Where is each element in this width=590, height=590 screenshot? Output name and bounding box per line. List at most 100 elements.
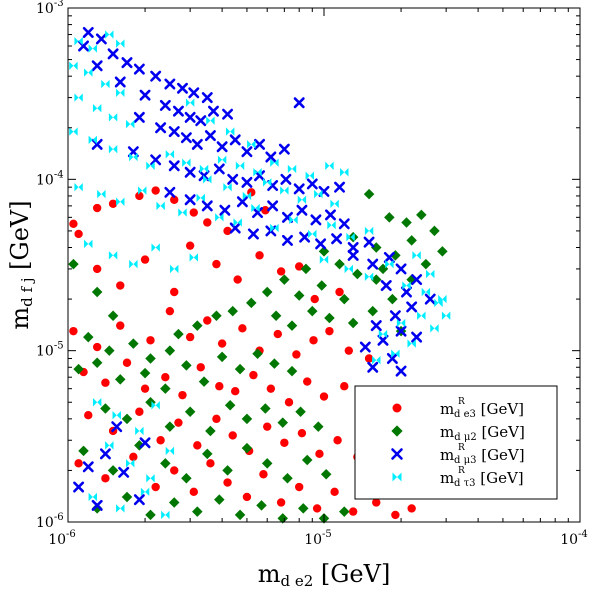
point-circle [348, 507, 358, 516]
point-x [324, 209, 336, 221]
x-axis-label: md e2 [GeV] [258, 560, 391, 590]
point-x [299, 231, 311, 243]
point-bowtie [135, 426, 144, 436]
point-x [139, 437, 151, 449]
point-circle [233, 275, 242, 284]
point-x [267, 200, 279, 212]
point-bowtie [116, 197, 125, 206]
point-circle [325, 326, 334, 336]
point-x [155, 122, 167, 134]
point-x [133, 494, 145, 506]
point-circle [135, 407, 144, 416]
point-bowtie [116, 88, 125, 97]
point-diamond [352, 268, 363, 280]
point-circle [84, 411, 93, 420]
point-circle [223, 478, 232, 487]
point-bowtie [438, 294, 447, 304]
point-x [400, 286, 412, 298]
point-diamond [293, 290, 305, 301]
point-diamond [192, 506, 203, 517]
point-bowtie [340, 168, 349, 177]
point-bowtie [178, 208, 187, 217]
point-diamond [286, 320, 298, 331]
point-circle [165, 306, 175, 316]
point-circle [238, 324, 247, 333]
point-diamond [234, 363, 246, 375]
point-circle [280, 438, 289, 447]
point-diamond [307, 305, 318, 317]
point-x [111, 421, 123, 433]
point-x [265, 151, 277, 163]
point-bowtie [126, 119, 135, 129]
point-diamond [104, 345, 115, 356]
point-circle [203, 218, 212, 227]
point-x [370, 320, 382, 332]
point-diamond [300, 263, 312, 275]
point-x [107, 48, 119, 60]
point-x [82, 26, 94, 38]
point-bowtie [372, 355, 381, 365]
legend-marker-circle [392, 403, 402, 413]
series-circle [69, 186, 416, 520]
point-circle [101, 378, 110, 387]
point-circle [330, 487, 339, 497]
point-diamond [145, 353, 156, 364]
point-bowtie [270, 223, 279, 233]
point-x [280, 173, 292, 185]
point-x [168, 160, 180, 172]
point-circle [249, 370, 258, 380]
point-circle [185, 241, 195, 250]
point-bowtie [112, 411, 121, 420]
point-diamond [339, 506, 350, 517]
point-x [254, 138, 266, 150]
point-bowtie [280, 186, 289, 195]
point-x [188, 87, 200, 99]
point-x [73, 481, 85, 493]
point-bowtie [247, 140, 256, 149]
point-circle [92, 264, 102, 274]
point-diamond [160, 383, 171, 394]
point-bowtie [170, 264, 179, 274]
point-diamond [301, 454, 313, 466]
point-bowtie [297, 195, 307, 204]
point-x [395, 325, 407, 337]
point-circle [294, 482, 304, 492]
point-diamond [121, 491, 133, 503]
point-diamond [324, 312, 335, 324]
point-bowtie [116, 504, 125, 513]
point-diamond [78, 445, 89, 457]
point-circle [212, 414, 221, 424]
point-circle [273, 329, 283, 339]
point-x [338, 218, 350, 230]
point-x [359, 341, 371, 353]
point-diamond [192, 320, 203, 331]
point-bowtie [233, 218, 242, 227]
point-diamond [216, 351, 228, 363]
point-x [347, 242, 359, 254]
point-circle [372, 498, 381, 507]
point-bowtie [129, 259, 138, 269]
point-bowtie [92, 398, 102, 407]
point-bowtie [364, 272, 374, 281]
point-diamond [260, 403, 271, 414]
point-bowtie [146, 474, 155, 483]
point-diamond [277, 513, 288, 524]
point-bowtie [412, 251, 421, 260]
point-x [383, 251, 395, 263]
point-circle [156, 436, 165, 445]
point-x [278, 143, 290, 155]
point-x [334, 181, 346, 193]
point-diamond [371, 274, 382, 285]
point-x [247, 228, 259, 240]
point-diamond [363, 188, 375, 200]
point-x [395, 263, 407, 275]
point-bowtie [108, 251, 118, 260]
point-circle [135, 191, 144, 201]
point-bowtie [206, 116, 215, 125]
point-diamond [334, 258, 345, 270]
point-diamond [406, 235, 417, 246]
point-diamond [107, 465, 119, 476]
